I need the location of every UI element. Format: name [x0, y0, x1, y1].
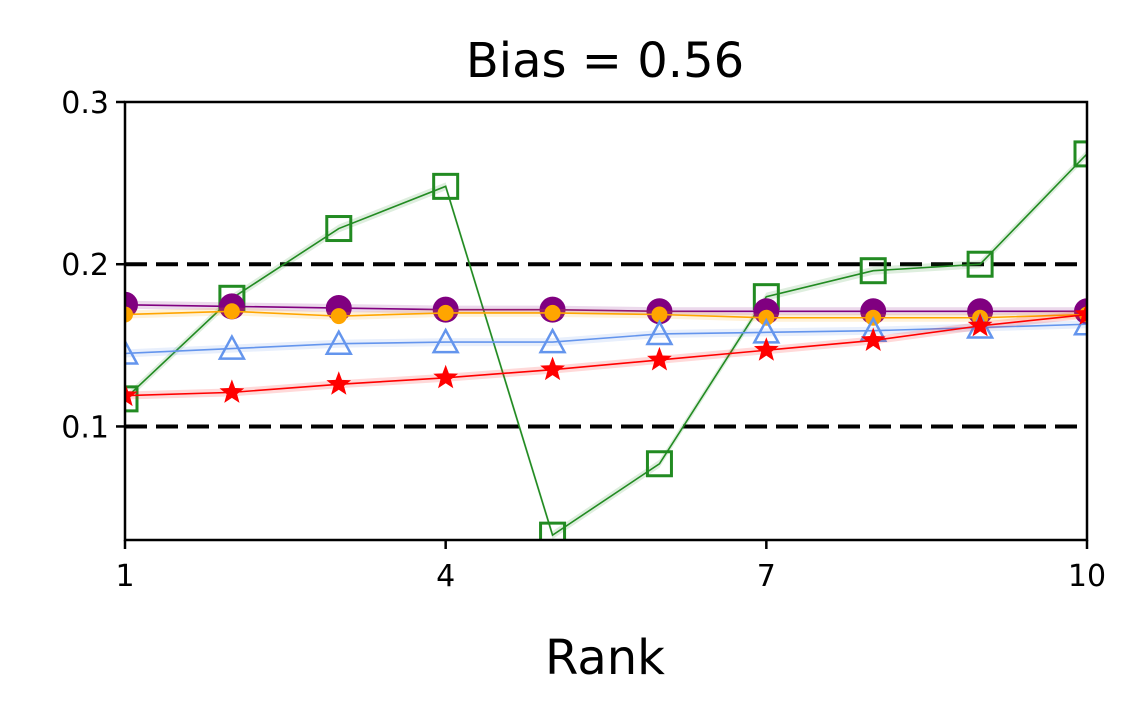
series-5 — [125, 301, 1087, 407]
series-4-point-1 — [125, 338, 140, 365]
series-4-point-4 — [431, 327, 460, 354]
series-4-point-6 — [645, 319, 674, 346]
series-4-point-3 — [324, 329, 353, 355]
series-5-line — [125, 313, 1087, 397]
series-1-point-10 — [1073, 140, 1087, 168]
x-tick-label-1: 1 — [115, 559, 134, 594]
y-tick-label-0.1: 0.1 — [61, 410, 109, 445]
series-3-line — [125, 310, 1087, 319]
series-1-point-8 — [859, 257, 887, 285]
y-tick-label-0.2: 0.2 — [61, 248, 109, 283]
series-3 — [125, 303, 1087, 326]
series-5-point-2 — [219, 379, 245, 403]
x-tick-label-10: 10 — [1068, 559, 1106, 594]
series-5-point-6 — [647, 346, 672, 371]
series-5-band — [125, 310, 1087, 400]
series-1-point-1 — [125, 385, 139, 413]
series-4-point-2 — [217, 333, 246, 360]
series-5-point-7 — [753, 337, 779, 361]
series-5-point-9 — [967, 312, 993, 337]
series-4-line — [125, 323, 1087, 355]
series-5-point-1 — [125, 382, 138, 407]
series-5-point-3 — [326, 371, 352, 395]
series-3-point-2 — [223, 303, 240, 320]
series-4-point-5 — [538, 327, 567, 354]
series-5-point-10 — [1074, 301, 1087, 326]
series-3-point-1 — [125, 306, 133, 323]
series-1-point-6 — [645, 450, 673, 478]
series-1-point-3 — [325, 215, 353, 243]
series-5-point-4 — [433, 364, 459, 389]
series-5-point-5 — [540, 356, 565, 381]
series-3-point-3 — [330, 308, 347, 325]
series-1-point-5 — [539, 521, 567, 540]
plot-area — [125, 140, 1087, 540]
y-tick-label-0.3: 0.3 — [61, 86, 109, 121]
axis-ticks: 1 4 7 10 0.1 0.2 0.3 — [61, 86, 1106, 594]
x-tick-label-4: 4 — [436, 559, 455, 594]
series-3-point-5 — [544, 304, 561, 321]
series-2-line — [125, 303, 1087, 313]
series-5-point-8 — [860, 327, 886, 351]
series-1-point-9 — [966, 250, 994, 278]
series-1-point-4 — [432, 172, 460, 200]
chart-title: Bias = 0.56 — [466, 33, 744, 89]
series-3-point-4 — [437, 304, 454, 321]
series-4-band — [125, 320, 1087, 358]
x-tick-label-7: 7 — [757, 559, 776, 594]
series-3-point-6 — [651, 306, 668, 323]
x-axis-label: Rank — [545, 630, 665, 686]
series-1-line — [125, 153, 1087, 537]
axes-frame — [123, 100, 1089, 542]
